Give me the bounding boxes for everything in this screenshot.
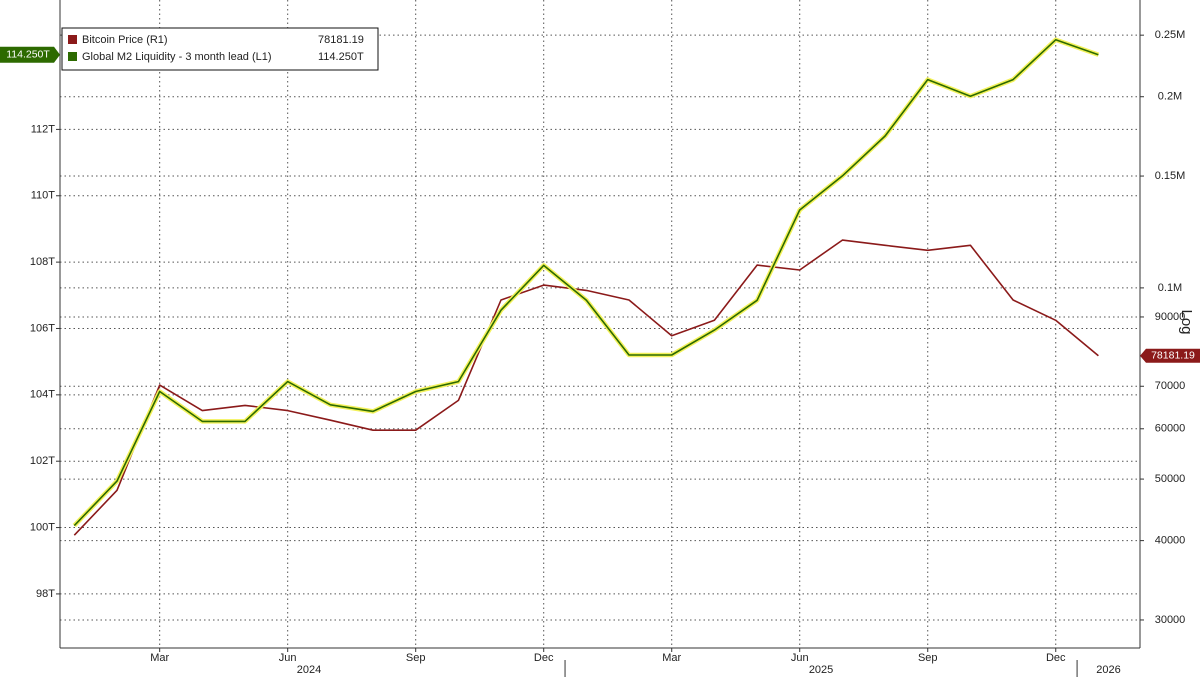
x-tick-label: Sep bbox=[918, 652, 938, 664]
legend-value: 114.250T bbox=[318, 51, 364, 63]
y2-tick-label: 70000 bbox=[1155, 380, 1186, 392]
y2-scale-label: Log bbox=[1178, 309, 1195, 334]
x-tick-label: Jun bbox=[791, 652, 809, 664]
value-tag-label: 78181.19 bbox=[1151, 350, 1195, 362]
y2-tick-label: 0.2M bbox=[1158, 91, 1182, 103]
legend-box bbox=[61, 27, 379, 71]
y2-tick-label: 90000 bbox=[1155, 311, 1186, 323]
y2-tick-label: 50000 bbox=[1155, 473, 1186, 485]
value-tag-label: 114.250T bbox=[6, 49, 50, 61]
legend-swatch bbox=[68, 52, 77, 61]
x-tick-label: Mar bbox=[662, 652, 681, 664]
x-tick-label: Jun bbox=[279, 652, 297, 664]
y2-tick-label: 0.1M bbox=[1158, 282, 1182, 294]
legend-swatch bbox=[68, 35, 77, 44]
x-tick-label: Sep bbox=[406, 652, 426, 664]
y2-tick-label: 0.25M bbox=[1155, 29, 1186, 41]
y2-tick-label: 40000 bbox=[1155, 535, 1186, 547]
lines bbox=[72, 37, 1100, 536]
legend-value: 78181.19 bbox=[318, 34, 364, 46]
y-tick-label: 106T bbox=[30, 322, 55, 334]
line-glow bbox=[72, 37, 1100, 528]
legend-label: Global M2 Liquidity - 3 month lead (L1) bbox=[82, 51, 272, 63]
y2-tick-label: 0.15M bbox=[1155, 170, 1186, 182]
value-tag bbox=[0, 46, 60, 63]
year-label: 2024 bbox=[297, 664, 321, 676]
year-label: 2026 bbox=[1096, 664, 1120, 676]
y-tick-label: 110T bbox=[31, 190, 56, 202]
y-tick-label: 104T bbox=[30, 389, 55, 401]
x-tick-label: Dec bbox=[1046, 652, 1066, 664]
tags: 78181.19 114.250T bbox=[0, 46, 1200, 363]
y-tick-label: 102T bbox=[30, 455, 55, 467]
grid bbox=[60, 0, 1140, 648]
x-tick-label: Dec bbox=[534, 652, 554, 664]
series-line bbox=[73, 39, 1099, 527]
axes bbox=[59, 0, 1141, 649]
x-tick-label: Mar bbox=[150, 652, 169, 664]
legend: Bitcoin Price (R1) 78181.19 Global M2 Li… bbox=[61, 27, 379, 71]
y-tick-label: 112T bbox=[31, 123, 56, 135]
year-label: 2025 bbox=[809, 664, 833, 676]
value-tag bbox=[1140, 348, 1200, 363]
y-tick-label: 108T bbox=[30, 256, 55, 268]
y-tick-label: 100T bbox=[30, 521, 55, 533]
legend-label: Bitcoin Price (R1) bbox=[82, 34, 168, 46]
y-tick-label: 98T bbox=[36, 588, 55, 600]
y2-tick-label: 30000 bbox=[1155, 614, 1186, 626]
y2-tick-label: 60000 bbox=[1155, 423, 1186, 435]
series-line bbox=[73, 239, 1099, 536]
